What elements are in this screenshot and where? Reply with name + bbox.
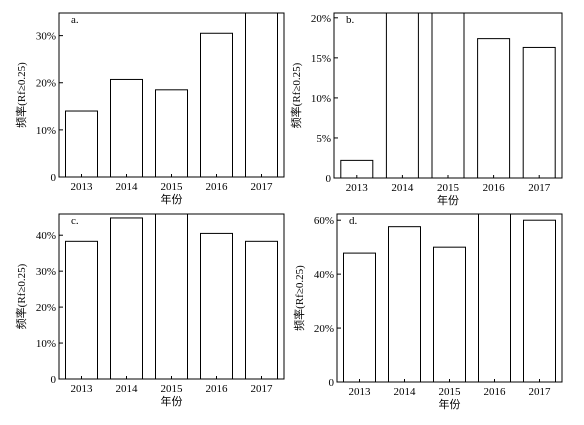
x-tick-label: 2015 bbox=[161, 181, 184, 193]
bar-2014 bbox=[388, 226, 421, 383]
y-tick-label: 60% bbox=[314, 215, 334, 227]
panel-label: d. bbox=[349, 215, 358, 227]
y-tick-label: 5% bbox=[316, 133, 331, 145]
y-tick-label: 20% bbox=[314, 323, 334, 335]
x-axis-title: 年份 bbox=[161, 192, 183, 206]
panel-label: a. bbox=[71, 14, 79, 26]
y-tick-label: 0 bbox=[51, 172, 57, 184]
bar-2016 bbox=[200, 232, 233, 380]
y-tick-label: 0 bbox=[51, 374, 57, 386]
y-tick-label: 15% bbox=[311, 53, 331, 65]
x-tick-label: 2013 bbox=[346, 182, 369, 194]
x-tick-label: 2013 bbox=[71, 383, 94, 395]
bar-2015 bbox=[431, 12, 465, 179]
y-tick-label: 20% bbox=[311, 13, 331, 25]
bar-2014 bbox=[385, 12, 419, 179]
x-tick-label: 2013 bbox=[71, 181, 94, 193]
x-tick-label: 2017 bbox=[251, 383, 274, 395]
chart-panel-4: 0 20% 40% 60% 2013 2014 2015 2016 2017 d. 年份 频率(Rf≥… bbox=[292, 213, 563, 411]
x-axis-title: 年份 bbox=[161, 394, 183, 408]
y-tick-label: 10% bbox=[311, 93, 331, 105]
x-tick-label: 2016 bbox=[484, 386, 507, 398]
y-tick-label: 40% bbox=[36, 230, 56, 242]
y-tick-label: 10% bbox=[36, 338, 56, 350]
x-axis-title: 年份 bbox=[437, 193, 459, 207]
bar-2015 bbox=[155, 213, 188, 380]
x-tick-label: 2016 bbox=[483, 182, 506, 194]
x-tick-label: 2015 bbox=[437, 182, 460, 194]
bar-2017 bbox=[522, 46, 556, 179]
y-axis-title: 频率(Rf≥0.25) bbox=[14, 62, 28, 128]
bar-2014 bbox=[110, 217, 143, 380]
y-axis-title: 频率(Rf≥0.25) bbox=[292, 265, 306, 331]
x-tick-label: 2014 bbox=[116, 383, 139, 395]
x-tick-label: 2017 bbox=[529, 386, 552, 398]
y-tick-label: 20% bbox=[36, 78, 56, 90]
chart-panel-1: 0 10% 20% 30% 2013 2014 2015 2016 2017 a. 年份 频率(Rf≥… bbox=[14, 12, 285, 206]
bar-2015 bbox=[155, 89, 188, 178]
x-tick-label: 2014 bbox=[391, 182, 414, 194]
bar-2016 bbox=[477, 38, 511, 179]
bar-2016 bbox=[478, 213, 511, 383]
x-tick-label: 2016 bbox=[206, 383, 229, 395]
x-axis-title: 年份 bbox=[439, 397, 461, 411]
x-tick-label: 2014 bbox=[116, 181, 139, 193]
y-tick-label: 30% bbox=[36, 266, 56, 278]
bar-2013 bbox=[65, 110, 98, 178]
x-tick-label: 2014 bbox=[394, 386, 417, 398]
x-tick-label: 2016 bbox=[206, 181, 229, 193]
bar-2017 bbox=[523, 219, 556, 383]
bar-2016 bbox=[200, 32, 233, 178]
bar-2014 bbox=[110, 78, 143, 178]
y-tick-label: 10% bbox=[36, 125, 56, 137]
panel-label: b. bbox=[346, 14, 355, 26]
bar-2015 bbox=[433, 246, 466, 383]
x-tick-label: 2015 bbox=[161, 383, 184, 395]
x-tick-label: 2017 bbox=[528, 182, 551, 194]
y-tick-label: 0 bbox=[329, 377, 335, 389]
panel-label: c. bbox=[71, 215, 79, 227]
y-tick-label: 20% bbox=[36, 302, 56, 314]
y-tick-label: 40% bbox=[314, 269, 334, 281]
y-tick-label: 30% bbox=[36, 31, 56, 43]
y-axis-title: 频率(Rf≥0.25) bbox=[289, 62, 303, 128]
bar-2013 bbox=[65, 240, 98, 380]
x-tick-label: 2017 bbox=[251, 181, 274, 193]
bar-2017 bbox=[245, 12, 278, 178]
bar-2017 bbox=[245, 240, 278, 380]
y-tick-label: 0 bbox=[326, 173, 332, 185]
chart-panel-2: 0 5% 10% 15% 20% 2013 2014 2015 2016 2017 b. 年份 频率(R… bbox=[289, 12, 563, 207]
x-tick-label: 2015 bbox=[439, 386, 462, 398]
bar-2013 bbox=[343, 252, 376, 383]
y-axis-title: 频率(Rf≥0.25) bbox=[14, 263, 28, 329]
x-tick-label: 2013 bbox=[349, 386, 372, 398]
chart-panel-3: 0 10% 20% 30% 40% 2013 2014 2015 2016 2017 c. 年份 频率(… bbox=[14, 213, 285, 408]
